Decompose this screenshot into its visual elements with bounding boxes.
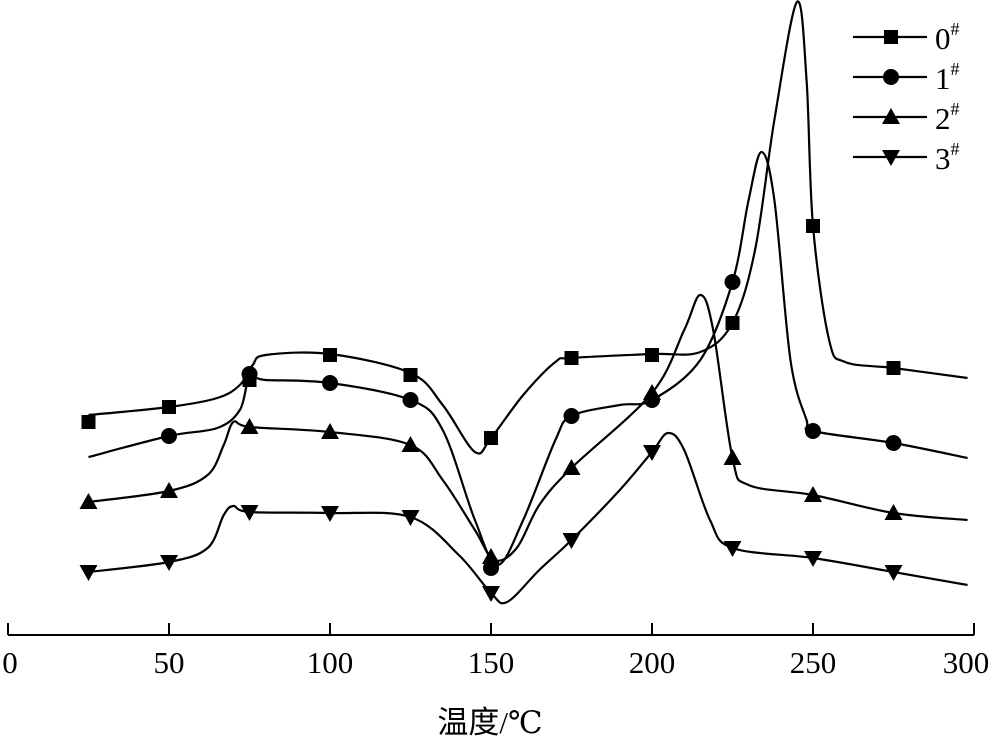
series-1-marker-circle bbox=[885, 435, 902, 451]
legend-marker-triangle-up bbox=[882, 108, 900, 124]
series-3-marker-triangle-down bbox=[401, 510, 420, 526]
legend-item-3: 3# bbox=[853, 139, 960, 176]
legend-label: 2# bbox=[935, 99, 960, 136]
series-1-marker-circle bbox=[724, 274, 741, 290]
series-3-marker-triangle-down bbox=[79, 565, 98, 581]
x-tick-label: 150 bbox=[468, 645, 515, 680]
series-3-marker-triangle-down bbox=[723, 541, 742, 557]
series-2-marker-triangle-up bbox=[401, 436, 420, 452]
series-3-marker-triangle-down bbox=[884, 565, 903, 581]
series-1-marker-circle bbox=[322, 375, 338, 391]
series-3-marker-triangle-down bbox=[160, 555, 178, 571]
series-1-marker-circle bbox=[161, 428, 177, 444]
series-3-marker-triangle-down bbox=[643, 445, 661, 461]
series-2-marker-triangle-up bbox=[884, 504, 903, 520]
legend-label: 3# bbox=[935, 139, 960, 176]
legend-label-sup: # bbox=[951, 99, 960, 119]
series-1-marker-circle bbox=[563, 408, 580, 424]
series-2-marker-triangle-up bbox=[240, 418, 259, 434]
legend-item-2: 2# bbox=[853, 99, 960, 136]
series-0-marker-square bbox=[564, 351, 579, 365]
series-2-marker-triangle-up bbox=[723, 449, 742, 465]
series-0-marker-square bbox=[484, 431, 498, 445]
series-1-marker-circle bbox=[805, 423, 821, 439]
x-tick-label: 300 bbox=[943, 645, 990, 680]
series-1-marker-circle bbox=[402, 392, 419, 408]
series-0-marker-square bbox=[886, 361, 901, 375]
series-3-line bbox=[88, 431, 968, 605]
x-tick-label: 50 bbox=[154, 645, 185, 680]
legend-label-sup: # bbox=[951, 59, 960, 79]
series-2-marker-triangle-up bbox=[562, 459, 581, 475]
legend-marker-square bbox=[884, 30, 898, 44]
legend-item-1: 1# bbox=[853, 59, 960, 96]
curves-layer bbox=[88, 0, 968, 605]
series-0-marker-square bbox=[403, 368, 418, 382]
series-0-marker-square bbox=[725, 316, 740, 330]
series-0-marker-square bbox=[645, 348, 659, 362]
legend-label-sup: # bbox=[951, 19, 960, 39]
series-3-marker-triangle-down bbox=[804, 551, 822, 567]
series-1-marker-circle bbox=[241, 366, 258, 382]
series-2-marker-triangle-up bbox=[321, 423, 339, 439]
series-2-marker-triangle-up bbox=[160, 482, 178, 498]
x-tick-label: 0 bbox=[2, 645, 18, 680]
series-3-marker-triangle-down bbox=[240, 505, 259, 521]
series-2-marker-triangle-up bbox=[482, 548, 500, 564]
x-tick-label: 250 bbox=[790, 645, 837, 680]
series-0-marker-square bbox=[323, 348, 337, 362]
series-2-marker-triangle-up bbox=[804, 486, 822, 502]
legend-marker-circle bbox=[883, 69, 899, 85]
series-2-line bbox=[88, 293, 968, 562]
x-tick-label: 200 bbox=[629, 645, 676, 680]
series-0-line bbox=[88, 0, 968, 455]
series-3-marker-triangle-down bbox=[562, 533, 581, 549]
legend-label: 1# bbox=[935, 59, 960, 96]
x-tick-label: 100 bbox=[307, 645, 354, 680]
series-0-marker-square bbox=[81, 415, 96, 429]
legend-label: 0# bbox=[935, 19, 960, 56]
series-2-marker-triangle-up bbox=[643, 384, 661, 400]
legend-marker-triangle-down bbox=[882, 150, 900, 166]
x-axis: 0 50 100 150 200 250 300 bbox=[2, 623, 989, 680]
series-0-marker-square bbox=[162, 400, 176, 414]
series-2-marker-triangle-up bbox=[79, 493, 98, 509]
x-axis-title: 温度/℃ bbox=[437, 705, 542, 740]
series-0-marker-square bbox=[806, 219, 820, 233]
series-3-marker-triangle-down bbox=[321, 506, 339, 522]
legend: 0#1#2#3# bbox=[853, 19, 960, 176]
legend-label-sup: # bbox=[951, 139, 960, 159]
legend-item-0: 0# bbox=[853, 19, 960, 56]
markers-layer bbox=[79, 219, 903, 602]
series-3-marker-triangle-down bbox=[482, 586, 500, 602]
